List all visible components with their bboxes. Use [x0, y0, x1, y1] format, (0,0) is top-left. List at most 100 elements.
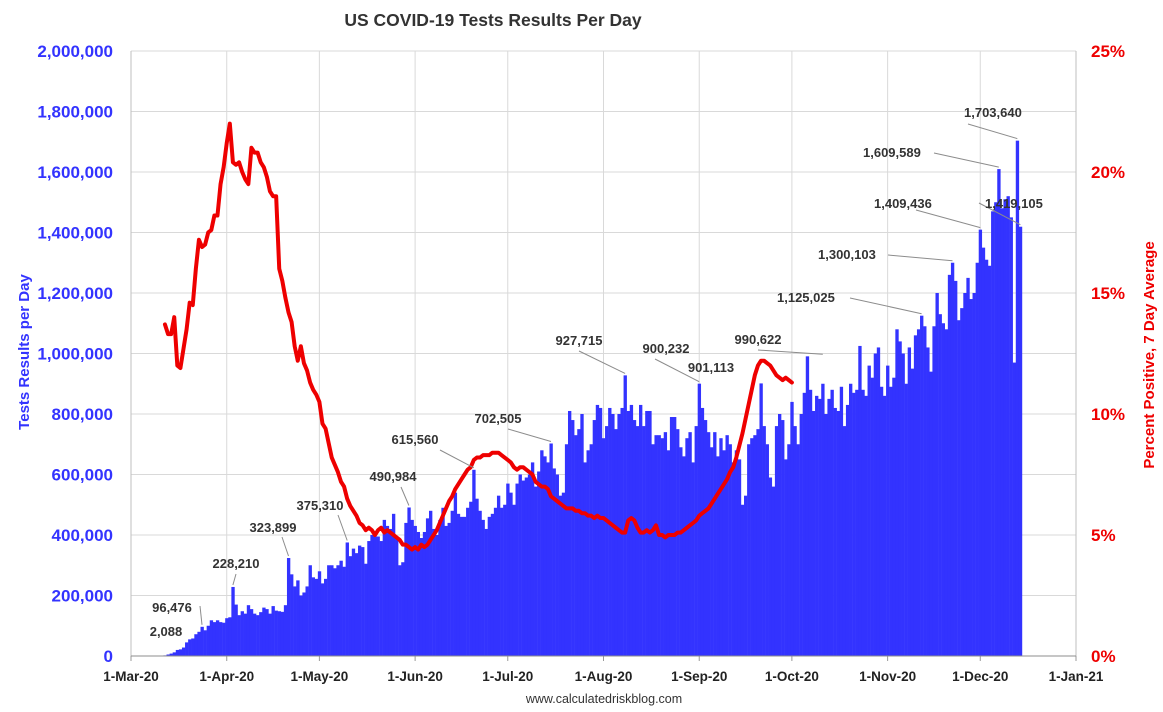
bar-tests: [219, 622, 223, 656]
bar-tests: [598, 407, 603, 656]
y-tick-label: 1,000,000: [37, 345, 113, 364]
bar-tests: [225, 618, 229, 656]
bar-tests: [984, 259, 989, 656]
bar-tests: [691, 462, 695, 656]
bar-tests: [549, 443, 553, 656]
annotation-leader: [337, 514, 348, 541]
bar-tests: [642, 426, 646, 656]
bar-tests: [215, 620, 220, 656]
bar-tests: [784, 459, 788, 657]
annotation-leader: [933, 152, 999, 168]
bar-tests: [518, 474, 522, 656]
bar-tests: [725, 435, 729, 656]
bar-tests: [327, 565, 331, 656]
bar-tests: [376, 536, 380, 656]
bar-tests: [1012, 362, 1017, 656]
bar-tests: [654, 435, 658, 656]
bar-tests: [456, 513, 461, 656]
bar-tests: [259, 612, 263, 656]
y-tick-label: 1,400,000: [37, 224, 113, 243]
bar-tests: [626, 410, 630, 656]
y2-tick-label: 25%: [1091, 42, 1125, 61]
bar-tests: [663, 432, 668, 656]
x-tick-label: 1-Jul-20: [482, 669, 533, 684]
bar-tests: [580, 414, 584, 656]
bar-tests: [858, 345, 862, 656]
bar-tests: [262, 607, 266, 656]
bar-tests: [895, 329, 899, 656]
bar-tests: [676, 429, 680, 657]
bar-tests: [722, 450, 726, 656]
bar-tests: [777, 414, 782, 656]
bar-tests: [385, 525, 390, 656]
bar-tests: [348, 556, 353, 656]
bar-tests: [1000, 208, 1004, 657]
annotation-leader: [978, 202, 1021, 226]
bar-tests: [765, 444, 769, 656]
bar-tests: [991, 211, 995, 656]
bar-tests: [271, 606, 275, 656]
bar-tests: [954, 280, 958, 656]
bar-tests: [744, 495, 748, 656]
bar-tests: [487, 516, 492, 656]
bar-tests: [194, 634, 198, 656]
bar-tests: [632, 420, 637, 656]
bar-tests: [583, 462, 587, 656]
bar-tests: [574, 435, 578, 656]
source-credit: www.calculatedriskblog.com: [525, 692, 682, 706]
bar-tests: [935, 293, 939, 656]
annotation-label: 1,125,025: [777, 290, 835, 305]
y-tick-label: 2,000,000: [37, 42, 113, 61]
bar-tests: [849, 383, 853, 656]
x-tick-label: 1-Aug-20: [575, 669, 633, 684]
bar-tests: [944, 329, 949, 656]
bar-tests: [728, 444, 732, 656]
bar-tests: [543, 456, 547, 656]
bar-tests: [774, 426, 779, 656]
bar-tests: [679, 447, 683, 656]
bar-tests: [256, 615, 260, 656]
annotation-leader: [281, 536, 289, 557]
bar-tests: [870, 377, 874, 656]
bar-tests: [845, 404, 850, 656]
annotation-label: 323,899: [250, 520, 297, 535]
bar-tests: [444, 525, 448, 656]
bar-tests: [830, 389, 834, 656]
bar-tests: [734, 450, 739, 656]
bar-tests: [941, 323, 945, 656]
bar-tests: [957, 320, 961, 656]
bar-tests: [608, 407, 612, 656]
bar-tests: [481, 519, 485, 657]
bar-tests: [246, 605, 251, 656]
bar-tests: [413, 525, 417, 656]
bar-tests: [333, 568, 337, 656]
bar-tests: [799, 414, 803, 656]
bar-tests: [852, 392, 856, 656]
annotation-label: 615,560: [392, 432, 439, 447]
bar-tests: [916, 329, 921, 656]
annotation-label: 901,113: [688, 360, 734, 375]
bar-tests: [836, 410, 840, 656]
bar-tests: [889, 386, 893, 656]
bar-tests: [302, 592, 306, 656]
bar-tests: [469, 501, 473, 656]
bar-tests: [305, 586, 309, 656]
bar-tests: [1006, 196, 1010, 656]
bar-tests: [1009, 217, 1013, 657]
x-tick-label: 1-Jun-20: [387, 669, 443, 684]
bar-tests: [747, 444, 751, 656]
y-tick-label: 1,600,000: [37, 163, 113, 182]
bar-tests: [713, 432, 717, 656]
bar-tests: [339, 560, 343, 656]
bar-tests: [796, 444, 800, 656]
bar-tests: [181, 647, 186, 656]
bar-tests: [478, 510, 482, 656]
y-tick-label: 800,000: [52, 405, 113, 424]
bar-tests: [228, 617, 232, 656]
bar-tests: [299, 595, 303, 656]
bar-tests: [923, 326, 927, 656]
annotation-leader: [400, 486, 410, 506]
bar-tests: [472, 469, 476, 656]
bar-tests: [231, 586, 235, 656]
